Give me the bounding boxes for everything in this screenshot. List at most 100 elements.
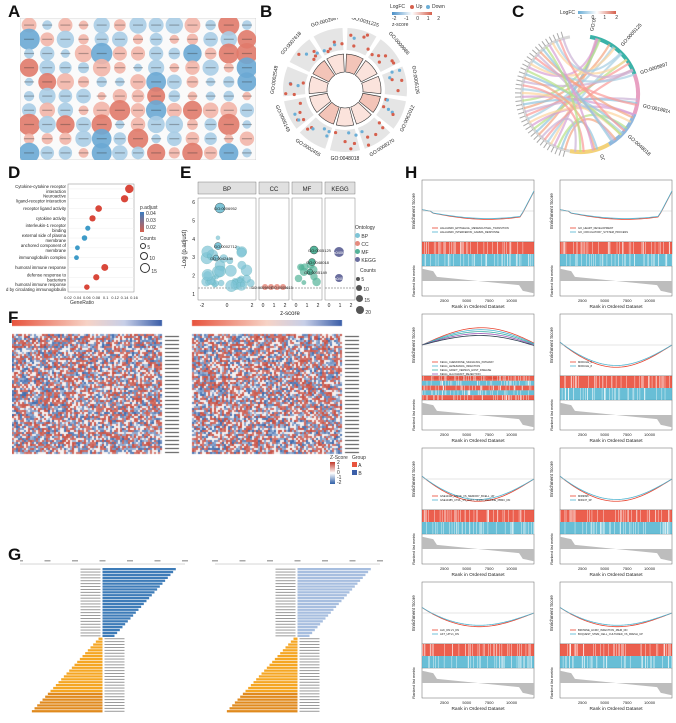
hit-tick — [622, 644, 623, 656]
gene-dot — [352, 141, 357, 146]
gene-tick-label — [539, 140, 545, 146]
hit-tick — [528, 390, 530, 396]
hit-tick — [648, 376, 649, 388]
bar — [39, 701, 103, 704]
hit-tick — [483, 376, 484, 381]
es-axis-label: Enrichment Score — [411, 595, 416, 631]
x-tick-label: 5000 — [600, 432, 610, 437]
bubble — [132, 34, 144, 45]
x-tick-label: -2 — [200, 303, 205, 309]
bubble — [203, 146, 218, 160]
tick-label — [99, 560, 106, 562]
term-label — [275, 620, 296, 622]
hit-tick — [634, 254, 635, 266]
circle-segment — [354, 60, 378, 83]
term-label — [104, 699, 125, 701]
hit-tick — [445, 385, 446, 391]
gene-dot — [381, 126, 385, 130]
hit-tick — [430, 380, 432, 386]
term-label — [104, 702, 125, 703]
circle-segment — [357, 117, 391, 149]
hit-tick — [528, 380, 529, 386]
hit-tick — [528, 376, 530, 381]
hit-tick — [603, 522, 604, 534]
term-label — [275, 626, 296, 628]
hit-tick — [521, 522, 522, 534]
bubble-gene-label — [24, 109, 35, 111]
hit-tick — [575, 254, 576, 266]
hit-tick — [423, 644, 425, 656]
go-term-label: GO:0005125 — [620, 22, 644, 47]
bubble-gene-label — [241, 152, 252, 154]
bubble — [78, 148, 89, 158]
bubble — [76, 116, 92, 133]
hit-tick — [571, 510, 573, 522]
bubble-gene-label — [241, 138, 252, 140]
hit-tick — [611, 388, 613, 400]
term-label — [299, 670, 320, 672]
bubble-gene-label — [223, 81, 234, 83]
go-term-label: GO:0002548 — [270, 65, 280, 94]
bar — [258, 675, 298, 678]
hit-tick — [562, 656, 564, 668]
term-label — [104, 664, 125, 666]
hit-tick — [663, 242, 664, 254]
hit-tick — [639, 388, 641, 400]
x-axis-label: z-score — [280, 311, 300, 317]
term-label — [80, 626, 101, 628]
metric-area — [422, 402, 534, 428]
hit-tick — [643, 242, 644, 254]
hit-tick — [653, 656, 655, 668]
enrichment-curve — [559, 607, 673, 626]
hit-tick — [468, 254, 469, 266]
term-label — [275, 580, 296, 582]
hit-tick — [522, 385, 523, 391]
bubble — [77, 76, 90, 88]
term-label: Neuroactive — [43, 194, 67, 199]
es-axis-label: Enrichment Score — [411, 193, 416, 229]
bubble-gene-label — [187, 81, 198, 83]
hit-tick — [613, 644, 614, 656]
hit-tick — [529, 644, 530, 656]
bubble — [59, 61, 72, 74]
hit-tick — [441, 395, 443, 400]
term-label — [104, 690, 125, 692]
y-axis-label: -Log (p.adjust) — [182, 230, 188, 269]
hit-tick — [519, 380, 520, 386]
bubble — [115, 77, 125, 87]
enrichment-curve — [559, 341, 673, 368]
hit-tick — [435, 522, 436, 534]
bubble — [168, 147, 180, 159]
bubble — [206, 77, 216, 87]
bubble — [78, 34, 89, 45]
hit-tick — [468, 390, 470, 396]
hit-tick — [510, 376, 512, 381]
hit-tick — [582, 388, 584, 400]
hit-tick — [473, 656, 474, 668]
bubble-gene-label — [60, 152, 71, 154]
hit-tick — [585, 242, 587, 254]
hit-tick — [525, 644, 527, 656]
point-label: GO:0002712 — [214, 244, 238, 249]
hit-tick — [513, 376, 515, 381]
hit-tick — [671, 254, 673, 266]
go-term-label: GO:0018814 — [642, 103, 670, 115]
facet-strip — [258, 181, 290, 195]
chord-ribbon — [534, 56, 638, 107]
bubble-point — [280, 284, 286, 290]
hit-tick — [448, 522, 450, 534]
bubble-gene-label — [187, 152, 198, 154]
bar — [282, 649, 298, 652]
gene-tick-label — [560, 31, 564, 38]
hit-tick — [458, 644, 460, 656]
hit-tick — [565, 242, 567, 254]
hit-tick — [444, 510, 445, 522]
hit-tick — [508, 510, 509, 522]
bar — [93, 643, 103, 646]
hit-tick — [444, 242, 445, 254]
bubble — [203, 32, 218, 47]
term-label — [299, 710, 320, 712]
bubble — [166, 102, 182, 118]
hit-tick — [508, 395, 509, 400]
gene-dot — [352, 36, 356, 40]
